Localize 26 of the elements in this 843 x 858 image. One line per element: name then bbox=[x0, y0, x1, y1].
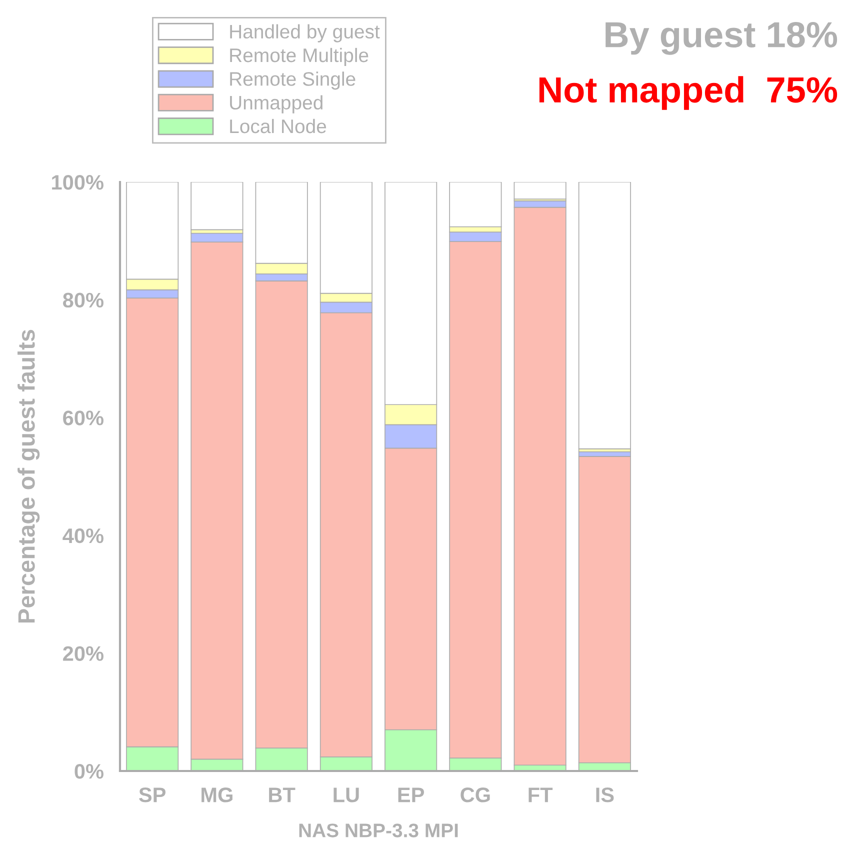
x-tick-label: BT bbox=[269, 788, 296, 802]
x-tick-label: FT bbox=[528, 788, 553, 802]
y-tick-label: 100% bbox=[52, 175, 104, 190]
x-tick-label: IS bbox=[596, 788, 614, 802]
legend-label: Unmapped bbox=[230, 95, 322, 114]
x-tick-label: LU bbox=[334, 788, 359, 802]
y-axis-title: Percentage of guest faults bbox=[18, 330, 40, 623]
legend-label: Handled by guest bbox=[230, 24, 380, 42]
text: Not mapped 75% bbox=[539, 76, 838, 110]
bar bbox=[514, 182, 566, 200]
x-tick-label: EP bbox=[398, 788, 424, 802]
y-tick-label: 40% bbox=[62, 528, 104, 544]
y-tick-label: 60% bbox=[63, 410, 104, 426]
bar bbox=[190, 182, 244, 230]
y-tick-label: 20% bbox=[63, 646, 104, 661]
y-tick-label: 80% bbox=[62, 292, 104, 308]
x-tick-label: CG bbox=[460, 788, 490, 802]
legend-label: Remote Multiple bbox=[230, 48, 368, 66]
bar bbox=[578, 182, 631, 450]
text: By guest 18% bbox=[606, 22, 838, 55]
y-tick-label: 0% bbox=[74, 764, 104, 779]
legend-label: Remote Single bbox=[230, 72, 356, 90]
x-tick-label: MG bbox=[202, 788, 232, 802]
x-axis-title: NAS NBP-3.3 MPI bbox=[299, 824, 458, 838]
x-tick-label: SP bbox=[139, 788, 166, 802]
legend-label: Local Node bbox=[230, 118, 326, 134]
